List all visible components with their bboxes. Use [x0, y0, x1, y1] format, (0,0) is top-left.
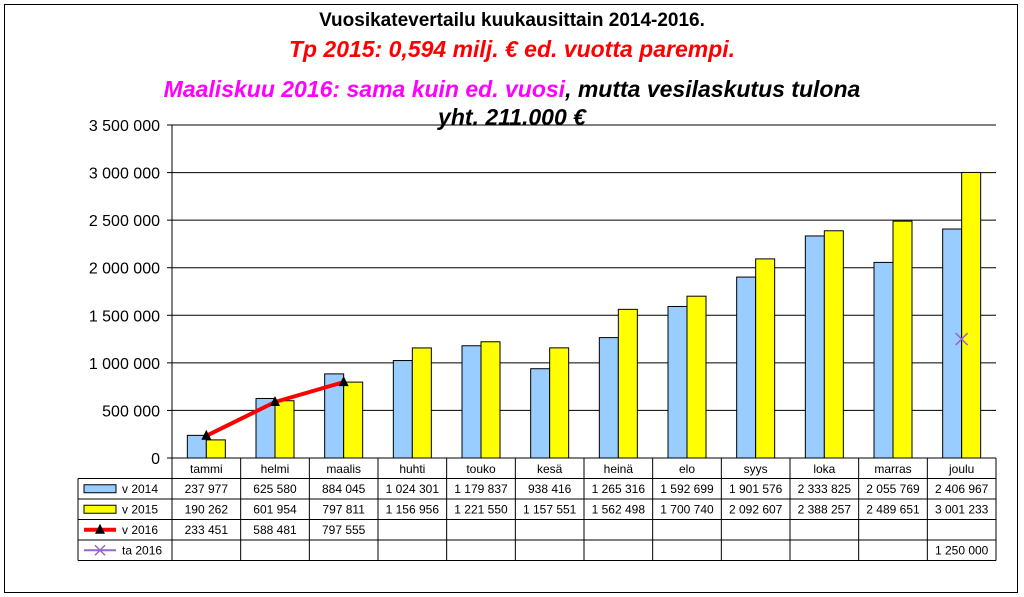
data-label: 190 262 [185, 502, 229, 516]
bar [274, 400, 295, 459]
y-tick-label: 1 000 000 [89, 356, 160, 373]
data-label: 2 489 651 [866, 502, 920, 516]
data-label: 588 481 [253, 523, 297, 537]
data-label: 1 221 550 [454, 502, 508, 516]
y-tick-label: 2 000 000 [89, 261, 160, 278]
x-tick-label: huhti [399, 462, 425, 476]
data-label: 2 333 825 [798, 482, 852, 496]
legend-marker [94, 544, 106, 556]
bar [411, 347, 432, 459]
data-label: 601 954 [253, 502, 297, 516]
data-label: 1 265 316 [592, 482, 646, 496]
x-tick-label: maalis [326, 462, 361, 476]
x-tick-label: tammi [190, 462, 223, 476]
data-label: 2 092 607 [729, 502, 783, 516]
bar [343, 381, 364, 459]
legend-marker [95, 523, 105, 534]
data-label: 237 977 [185, 482, 229, 496]
chart-subtitle-2: Maaliskuu 2016: sama kuin ed. vuosi, mut… [0, 76, 1024, 103]
data-label: 233 451 [185, 523, 229, 537]
bar [942, 228, 963, 459]
data-label: 1 157 551 [523, 502, 577, 516]
data-label: 797 555 [322, 523, 366, 537]
bar [892, 220, 913, 459]
legend-label: v 2015 [122, 502, 158, 516]
data-label: 884 045 [322, 482, 366, 496]
data-label: 1 562 498 [592, 502, 646, 516]
chart-subtitle-3: yht. 211.000 € [438, 104, 586, 130]
data-label: 1 179 837 [454, 482, 508, 496]
legend-swatch [83, 504, 117, 514]
line-point [338, 376, 349, 387]
data-label: 2 388 257 [798, 502, 852, 516]
data-label: 1 024 301 [386, 482, 440, 496]
bar [461, 345, 482, 459]
x-tick-label: loka [813, 462, 835, 476]
bar [804, 235, 825, 459]
y-tick-label: 500 000 [102, 403, 160, 420]
x-tick-label: helmi [261, 462, 290, 476]
legend-label: v 2014 [122, 482, 158, 496]
scatter-point [955, 332, 969, 346]
data-label: 797 811 [322, 502, 365, 516]
data-label: 1 250 000 [935, 543, 989, 557]
data-label: 1 901 576 [729, 482, 783, 496]
x-tick-label: joulu [948, 462, 974, 476]
line-point [201, 429, 212, 440]
x-tick-label: touko [466, 462, 496, 476]
y-tick-label: 2 500 000 [89, 213, 160, 230]
x-tick-label: kesä [537, 462, 563, 476]
data-label: 1 592 699 [660, 482, 714, 496]
data-label: 1 156 956 [386, 502, 440, 516]
bar [667, 305, 688, 459]
bar [392, 360, 413, 459]
bar [205, 439, 226, 459]
bar [961, 171, 982, 459]
bar [686, 295, 707, 459]
x-tick-label: elo [679, 462, 695, 476]
x-tick-label: syys [744, 462, 768, 476]
data-label: 1 700 740 [660, 502, 714, 516]
y-tick-label: 3 500 000 [89, 118, 160, 135]
data-label: 625 580 [253, 482, 297, 496]
bar [617, 308, 638, 459]
bar [598, 337, 619, 459]
legend-label: ta 2016 [122, 543, 162, 557]
data-label: 2 055 769 [866, 482, 920, 496]
line-point [270, 396, 280, 407]
legend-swatch [83, 484, 117, 494]
chart-subtitle-1: Tp 2015: 0,594 milj. € ed. vuotta paremp… [288, 36, 736, 62]
x-tick-label: heinä [604, 462, 634, 476]
y-tick-label: 0 [151, 451, 160, 468]
bar [755, 258, 776, 459]
y-tick-label: 3 000 000 [89, 166, 160, 183]
data-label: 2 406 967 [935, 482, 989, 496]
chart-frame [4, 4, 1018, 593]
bar [736, 276, 757, 459]
data-label: 938 416 [528, 482, 572, 496]
bar [530, 368, 551, 459]
bar [823, 230, 844, 459]
data-label: 3 001 233 [935, 502, 989, 516]
bar [480, 341, 501, 459]
chart-subtitle-2-rest: , mutta vesilaskutus tulona [565, 76, 861, 102]
y-tick-label: 1 500 000 [89, 308, 160, 325]
bar [549, 347, 570, 459]
bar [873, 261, 894, 459]
x-tick-label: marras [874, 462, 911, 476]
chart-subtitle-2-highlight: Maaliskuu 2016: sama kuin ed. vuosi [163, 76, 566, 102]
chart-title: Vuosikatevertailu kuukausittain 2014-201… [319, 10, 705, 31]
legend-label: v 2016 [122, 523, 158, 537]
